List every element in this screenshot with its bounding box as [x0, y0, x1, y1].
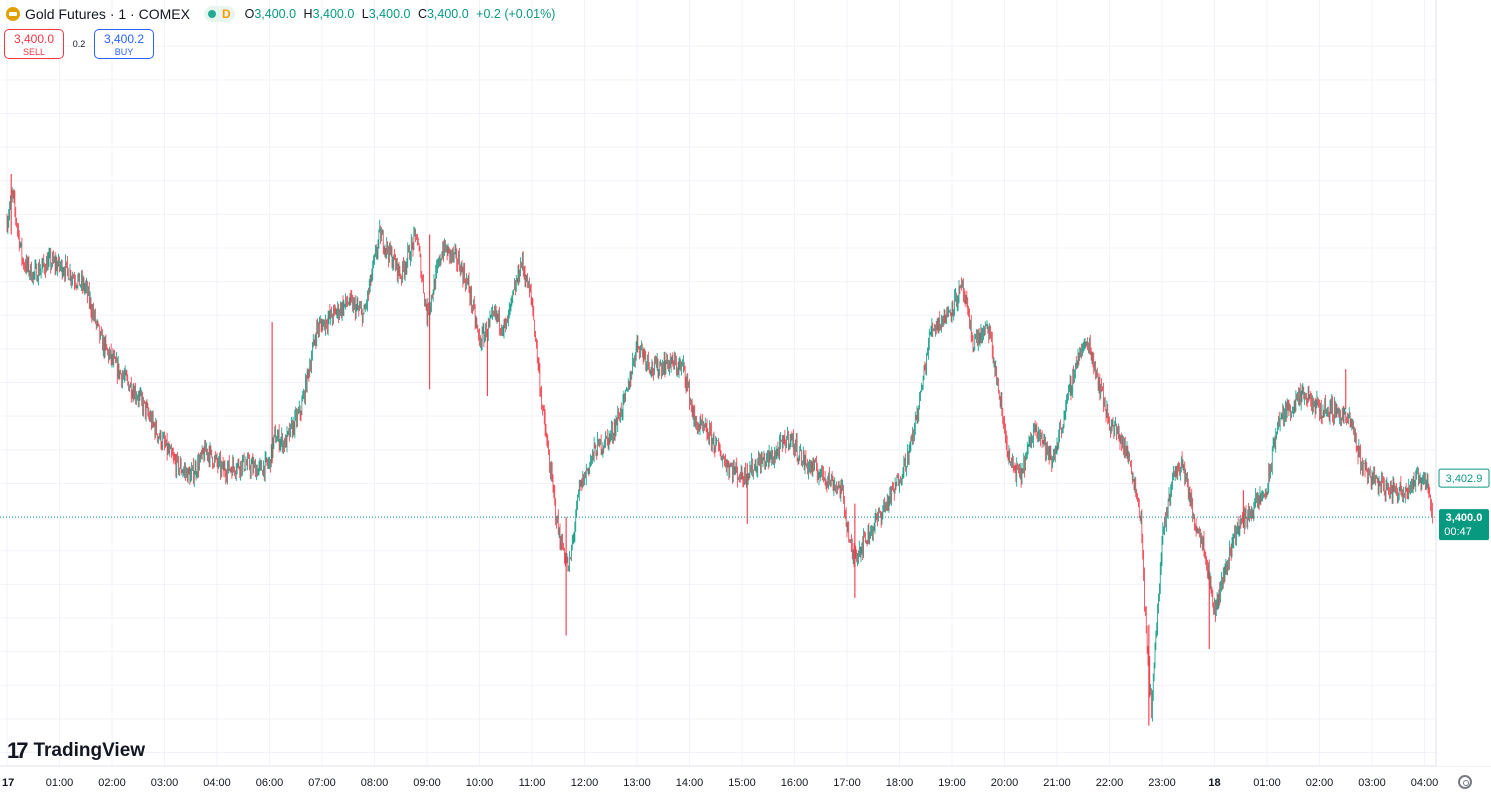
last-price-value: 3,400.0: [1446, 512, 1483, 524]
price-axis-bg: [1437, 0, 1491, 766]
time-tick-label: 21:00: [1043, 777, 1071, 789]
candlestick-series: [6, 174, 1433, 726]
time-tick-label: 11:00: [519, 777, 546, 789]
time-tick-label: 20:00: [991, 777, 1019, 789]
time-tick-label: 02:00: [98, 777, 126, 789]
gold-coin-icon: [6, 7, 20, 21]
secondary-price-tag: [1438, 468, 1490, 488]
buy-price: 3,400.2: [103, 32, 145, 46]
chart-grid: [0, 0, 1491, 767]
tradingview-logo[interactable]: 17 TradingView: [7, 738, 145, 764]
time-tick-label: 17:00: [833, 777, 861, 789]
settings-icon[interactable]: [1458, 775, 1472, 789]
time-tick-label: 12:00: [571, 777, 599, 789]
time-tick-label: 18: [1208, 777, 1220, 789]
sell-price: 3,400.0: [13, 32, 55, 46]
sell-button[interactable]: 3,400.0 SELL: [4, 29, 64, 59]
time-tick-label: 22:00: [1096, 777, 1124, 789]
tradingview-mark-icon: 17: [7, 738, 29, 763]
symbol-title[interactable]: Gold Futures · 1 · COMEX: [25, 6, 190, 22]
tradingview-wordmark: TradingView: [33, 740, 146, 761]
time-tick-label: 02:00: [1306, 777, 1334, 789]
time-tick-label: 23:00: [1148, 777, 1176, 789]
time-tick-label: 04:00: [203, 777, 231, 789]
buy-button[interactable]: 3,400.2 BUY: [94, 29, 154, 59]
time-tick-label: 13:00: [623, 777, 651, 789]
ohlc-values: O3,400.0 H3,400.0 L3,400.0 C3,400.0 +0.2…: [245, 7, 560, 21]
market-status[interactable]: D: [203, 6, 235, 22]
close-label: C: [417, 7, 427, 21]
open-label: O: [244, 7, 255, 21]
high-label: H: [303, 7, 313, 21]
time-tick-label: 01:00: [1253, 777, 1281, 789]
time-axis[interactable]: 17 01:00 02:00 03:00 04:00 06:00 07:00 08:00 09:…: [2, 777, 1438, 789]
time-tick-label: 09:00: [413, 777, 441, 789]
price-axis[interactable]: 3,435.03,432.53,430.03,427.53,425.03,422…: [1437, 0, 1491, 766]
bar-countdown: 00:47: [1444, 526, 1472, 538]
market-open-dot-icon: [207, 10, 216, 18]
time-tick-label: 19:00: [938, 777, 966, 789]
time-tick-label: 08:00: [361, 777, 389, 789]
price-labels: 3,402.9 3,400.0 00:47: [1438, 468, 1490, 541]
open-value: 3,400.0: [254, 7, 297, 21]
trade-panel: 3,400.0 SELL 0.2 3,400.2 BUY: [4, 29, 154, 59]
low-value: 3,400.0: [368, 7, 411, 21]
high-value: 3,400.0: [312, 7, 355, 21]
sell-label: SELL: [22, 47, 46, 57]
time-tick-label: 03:00: [1358, 777, 1386, 789]
spread-value: 0.2: [72, 39, 86, 49]
change-value: +0.2 (+0.01%): [476, 7, 556, 21]
time-tick-label: 17: [2, 777, 14, 789]
time-tick-label: 03:00: [151, 777, 179, 789]
time-tick-label: 18:00: [886, 777, 914, 789]
time-tick-label: 15:00: [728, 777, 756, 789]
time-tick-label: 16:00: [781, 777, 809, 789]
time-tick-label: 10:00: [466, 777, 494, 789]
buy-label: BUY: [114, 47, 134, 57]
time-tick-label: 01:00: [46, 777, 74, 789]
delayed-badge: D: [221, 7, 231, 21]
time-tick-label: 14:00: [676, 777, 704, 789]
secondary-price-value: 3,402.9: [1446, 473, 1483, 485]
low-label: L: [361, 7, 369, 21]
last-price-tag: [1439, 509, 1489, 541]
symbol-header: Gold Futures · 1 · COMEX D O3,400.0 H3,4…: [6, 5, 559, 23]
time-tick-label: 04:00: [1411, 777, 1439, 789]
time-tick-label: 07:00: [308, 777, 336, 789]
time-tick-label: 06:00: [256, 777, 284, 789]
close-value: 3,400.0: [426, 7, 469, 21]
